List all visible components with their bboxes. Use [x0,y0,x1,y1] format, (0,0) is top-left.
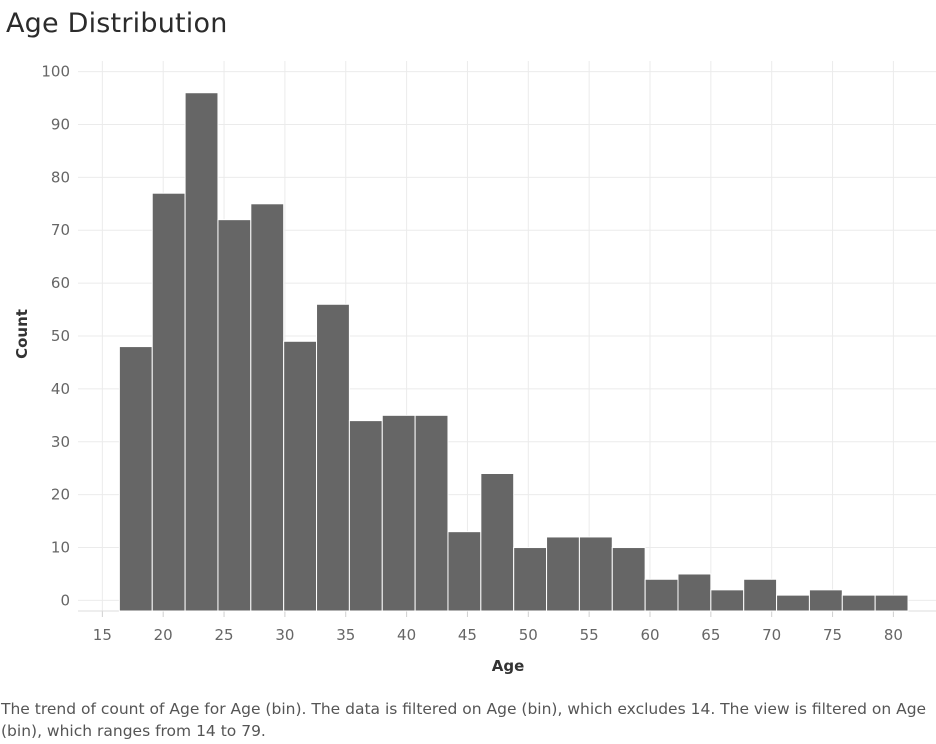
histogram-bar [480,473,515,612]
y-tick-label: 30 [51,433,70,451]
x-tick-label: 40 [397,626,416,644]
y-tick-label: 40 [51,380,70,398]
x-tick-label: 15 [93,626,112,644]
y-tick-label: 90 [51,115,70,133]
y-tick-label: 80 [51,168,70,186]
histogram-bar [217,219,252,612]
x-tick-label: 55 [580,626,599,644]
x-tick-label: 35 [336,626,355,644]
histogram-bar [644,578,679,612]
histogram-bar [874,594,909,612]
y-axis-ticks: 0 10 20 30 40 50 60 70 80 90 100 [41,63,70,610]
y-tick-label: 60 [51,274,70,292]
y-tick-label: 100 [41,63,70,81]
x-tick-label: 30 [275,626,294,644]
histogram-bar [283,340,318,612]
chart-title: Age Distribution [6,8,228,39]
histogram-bar [184,92,219,612]
bars-group [118,92,909,612]
histogram-bar [118,346,153,612]
histogram-bar [316,303,350,612]
histogram-bar [611,547,646,612]
x-tick-label: 80 [884,626,903,644]
y-axis-label: Count [13,309,31,359]
x-tick-label: 75 [823,626,842,644]
y-tick-label: 70 [51,221,70,239]
x-tick-label: 60 [640,626,659,644]
x-tick-label: 65 [701,626,720,644]
histogram-bar [447,531,482,612]
histogram-chart: 0 10 20 30 40 50 60 70 80 90 100 15 20 25 30 35 40 45 50 5… [13,61,936,675]
histogram-bar [710,589,745,612]
histogram-bar [348,420,383,612]
x-tick-label: 50 [519,626,538,644]
histogram-bar [841,594,876,612]
histogram-bar [250,203,285,612]
x-tick-label: 25 [214,626,233,644]
x-tick-label: 45 [458,626,477,644]
histogram-bar [414,414,449,612]
histogram-bar [743,578,778,612]
chart-caption: The trend of count of Age for Age (bin).… [1,700,927,740]
histogram-bar [578,536,613,612]
histogram-bar [677,573,712,612]
y-tick-label: 50 [51,327,70,345]
x-tick-label: 70 [762,626,781,644]
histogram-bar [776,594,810,612]
histogram-bar [808,589,843,612]
x-axis-ticks: 15 20 25 30 35 40 45 50 55 60 65 70 75 80 [93,626,903,644]
histogram-bar [546,536,580,612]
y-tick-label: 20 [51,486,70,504]
x-axis-label: Age [492,657,525,675]
y-tick-label: 0 [60,591,70,609]
histogram-bar [381,414,416,612]
histogram-bar [513,547,548,612]
histogram-bar [151,192,186,612]
y-tick-label: 10 [51,539,70,557]
x-tick-label: 20 [154,626,173,644]
